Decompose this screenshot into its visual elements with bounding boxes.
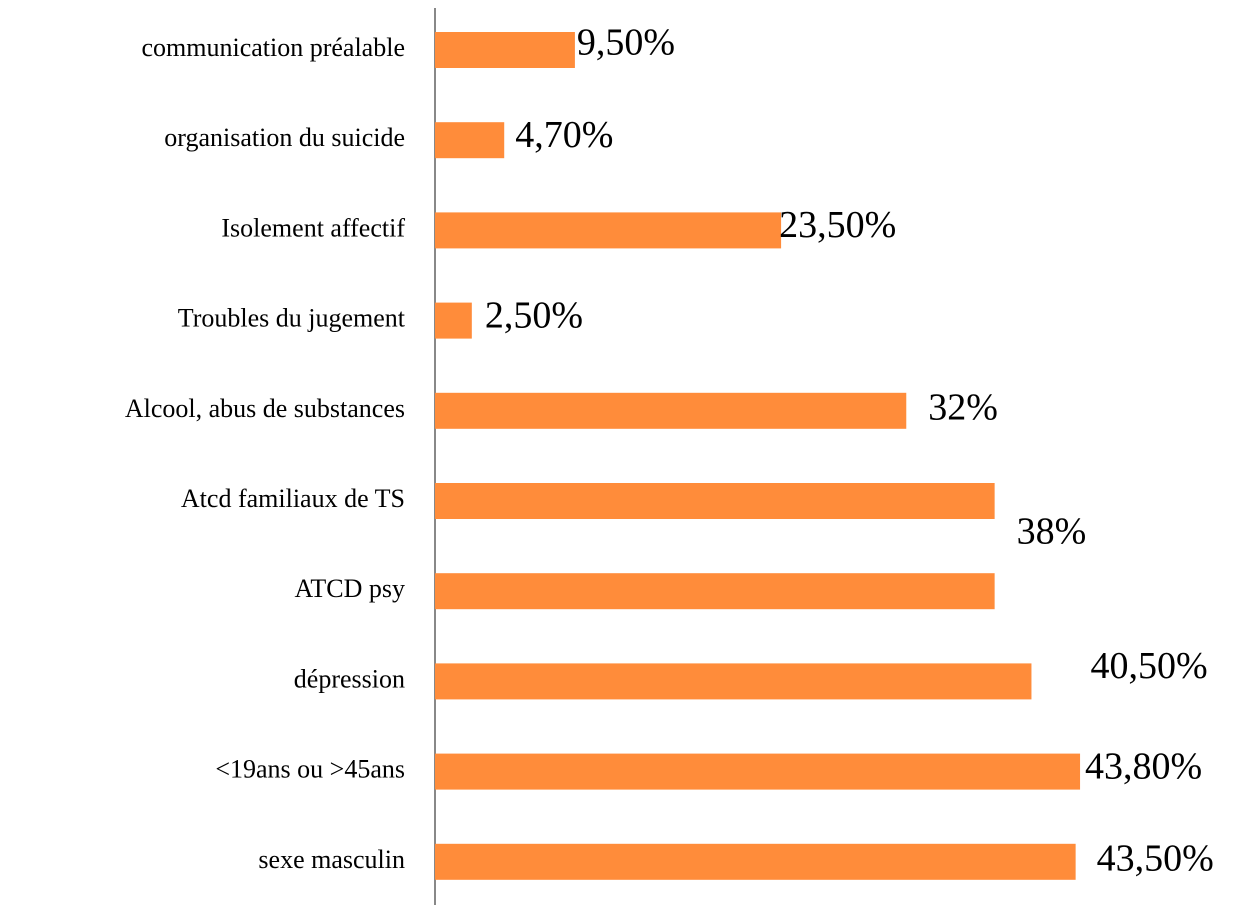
category-label: communication préalable bbox=[141, 33, 405, 62]
category-label: Isolement affectif bbox=[221, 213, 405, 242]
category-label: Atcd familiaux de TS bbox=[181, 484, 405, 513]
bar bbox=[435, 573, 995, 610]
value-label: 38% bbox=[1017, 511, 1087, 553]
bar bbox=[435, 302, 472, 339]
bar bbox=[435, 122, 505, 159]
bar bbox=[435, 843, 1076, 880]
category-label: <19ans ou >45ans bbox=[215, 755, 405, 784]
value-label: 43,80% bbox=[1085, 745, 1202, 787]
category-label: dépression bbox=[294, 664, 405, 693]
bar bbox=[435, 663, 1032, 700]
category-label: Troubles du jugement bbox=[178, 304, 406, 333]
bar bbox=[435, 753, 1081, 790]
category-label: Alcool, abus de substances bbox=[125, 394, 405, 423]
value-label: 43,50% bbox=[1097, 838, 1214, 880]
value-label: 9,50% bbox=[577, 22, 675, 64]
value-label: 2,50% bbox=[485, 294, 583, 336]
value-label: 32% bbox=[928, 387, 998, 429]
bar bbox=[435, 392, 907, 429]
value-label: 40,50% bbox=[1090, 645, 1207, 687]
category-label: sexe masculin bbox=[258, 845, 405, 874]
category-label: ATCD psy bbox=[294, 574, 405, 603]
bar bbox=[435, 212, 782, 249]
value-label: 4,70% bbox=[515, 114, 613, 156]
bar bbox=[435, 32, 575, 68]
category-label: organisation du suicide bbox=[164, 123, 405, 152]
value-label: 23,50% bbox=[779, 204, 896, 246]
bar bbox=[435, 483, 995, 519]
